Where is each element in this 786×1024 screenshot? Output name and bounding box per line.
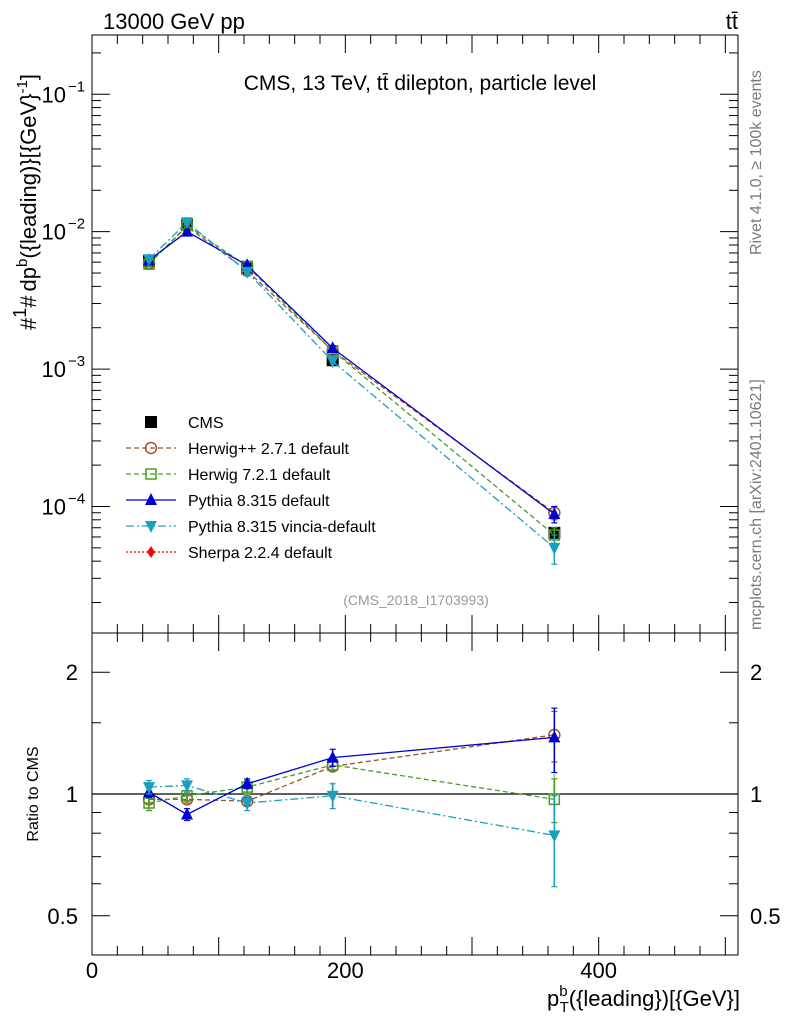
legend-item: Herwig 7.2.1 default	[126, 467, 331, 484]
ratio-point-pythia-8-315-default	[326, 750, 339, 763]
mcplots-label: mcplots.cern.ch [arXiv:2401.10621]	[748, 379, 765, 630]
svg-text:#1#dpb({leading)}[{GeV}-1]: #1#dpb({leading)}[{GeV}-1]	[10, 74, 41, 330]
main-y-tick-label: 10	[42, 82, 66, 107]
main-y-axis-label: #1#dpb({leading)}[{GeV}-1]	[10, 74, 41, 330]
ratio-point-pythia-8-315-default	[548, 730, 561, 743]
main-panel-frame	[91, 34, 739, 634]
ratio-point-pythia-8-315-default	[181, 807, 193, 820]
ratio-line-herwig-7-2-1-default	[148, 764, 555, 804]
legend-item: Herwig++ 2.7.1 default	[126, 441, 350, 458]
x-tick-label: 200	[327, 958, 364, 983]
main-axis-ticks: 10−110−210−310−4	[42, 35, 738, 633]
ratio-line-pythia-8-315-default	[148, 736, 555, 816]
legend: CMS Herwig++ 2.7.1 default Herwig 7.2.1 de…	[126, 415, 376, 562]
legend-marker	[145, 468, 157, 480]
ratio-y-axis-label: Ratio to CMS	[25, 746, 42, 841]
legend-marker	[145, 416, 157, 428]
analysis-id-label: (CMS_2018_I1703993)	[343, 592, 489, 608]
ratio-point-pythia-8-315-vincia-default	[181, 780, 193, 793]
legend-marker	[147, 546, 155, 558]
main-point-pythia-8-315-vincia-default	[181, 217, 193, 230]
main-y-tick-label: 10	[42, 494, 66, 519]
ratio-y-tick-label: 0.5	[47, 904, 78, 929]
main-y-tick-label: 10	[42, 357, 66, 382]
main-y-tick-exponent: −2	[68, 216, 85, 233]
ratio-point-pythia-8-315-vincia-default	[326, 790, 339, 803]
ratio-y-tick-label-right: 1	[750, 782, 762, 807]
main-point-pythia-8-315-default	[326, 341, 339, 354]
main-y-tick-exponent: −3	[68, 353, 85, 370]
ratio-point-pythia-8-315-vincia-default	[241, 798, 254, 811]
legend-item: Sherpa 2.2.4 default	[126, 545, 333, 562]
ratio-series-herwig-7-2-1-default	[143, 758, 561, 824]
ratio-series-pythia-8-315-vincia-default	[143, 778, 561, 888]
ratio-y-tick-label: 2	[66, 660, 78, 685]
legend-item: CMS	[145, 415, 224, 432]
main-point-pythia-8-315-default	[548, 507, 561, 520]
ratio-y-tick-label: 1	[66, 782, 78, 807]
x-tick-label: 0	[86, 958, 98, 983]
legend-label: Sherpa 2.2.4 default	[188, 545, 333, 562]
main-y-tick-exponent: −1	[68, 78, 85, 95]
legend-label: Pythia 8.315 vincia-default	[188, 519, 376, 536]
header-energy-label: 13000 GeV pp	[103, 9, 245, 34]
main-y-tick-exponent: −4	[68, 490, 85, 507]
ratio-point-pythia-8-315-vincia-default	[143, 782, 155, 795]
legend-label: CMS	[188, 415, 224, 432]
ratio-series-layer	[142, 707, 561, 888]
main-line-herwig-7-2-1-default	[148, 224, 555, 536]
main-title: CMS, 13 TeV, tt̄ dilepton, particle leve…	[244, 72, 597, 95]
legend-item: Pythia 8.315 default	[126, 493, 330, 510]
legend-marker	[145, 493, 157, 505]
main-series-layer	[142, 217, 561, 565]
ratio-y-tick-label-right: 2	[750, 660, 762, 685]
x-axis-label: pb T({leading})[{GeV}]	[547, 983, 740, 1016]
main-series-cms	[143, 218, 561, 539]
main-point-pythia-8-315-vincia-default	[548, 542, 561, 555]
main-point-pythia-8-315-vincia-default	[143, 254, 155, 267]
ratio-y-tick-label-right: 0.5	[750, 904, 781, 929]
legend-marker	[144, 441, 158, 455]
main-y-tick-label: 10	[42, 220, 66, 245]
ratio-axis-ticks: 0.5 0.5 1 1 2 2 0 200 400	[47, 633, 781, 983]
legend-item: Pythia 8.315 vincia-default	[126, 519, 376, 536]
ratio-line-pythia-8-315-vincia-default	[148, 784, 555, 837]
legend-marker	[145, 521, 157, 533]
ratio-line-herwig-2-7-1-default	[149, 734, 555, 802]
legend-label: Pythia 8.315 default	[188, 493, 330, 510]
x-tick-label: 400	[580, 958, 617, 983]
header-process-label: tt̄	[726, 9, 738, 34]
rivet-version-label: Rivet 4.1.0, ≥ 100k events	[748, 70, 765, 255]
main-point-pythia-8-315-default	[181, 224, 193, 237]
main-series-pythia-8-315-vincia-default	[143, 217, 561, 565]
ratio-point-pythia-8-315-default	[241, 776, 254, 789]
legend-label: Herwig 7.2.1 default	[188, 467, 331, 484]
ratio-point-pythia-8-315-vincia-default	[548, 830, 561, 843]
main-point-pythia-8-315-vincia-default	[326, 356, 339, 369]
main-point-pythia-8-315-vincia-default	[241, 266, 254, 279]
legend-label: Herwig++ 2.7.1 default	[188, 441, 350, 458]
